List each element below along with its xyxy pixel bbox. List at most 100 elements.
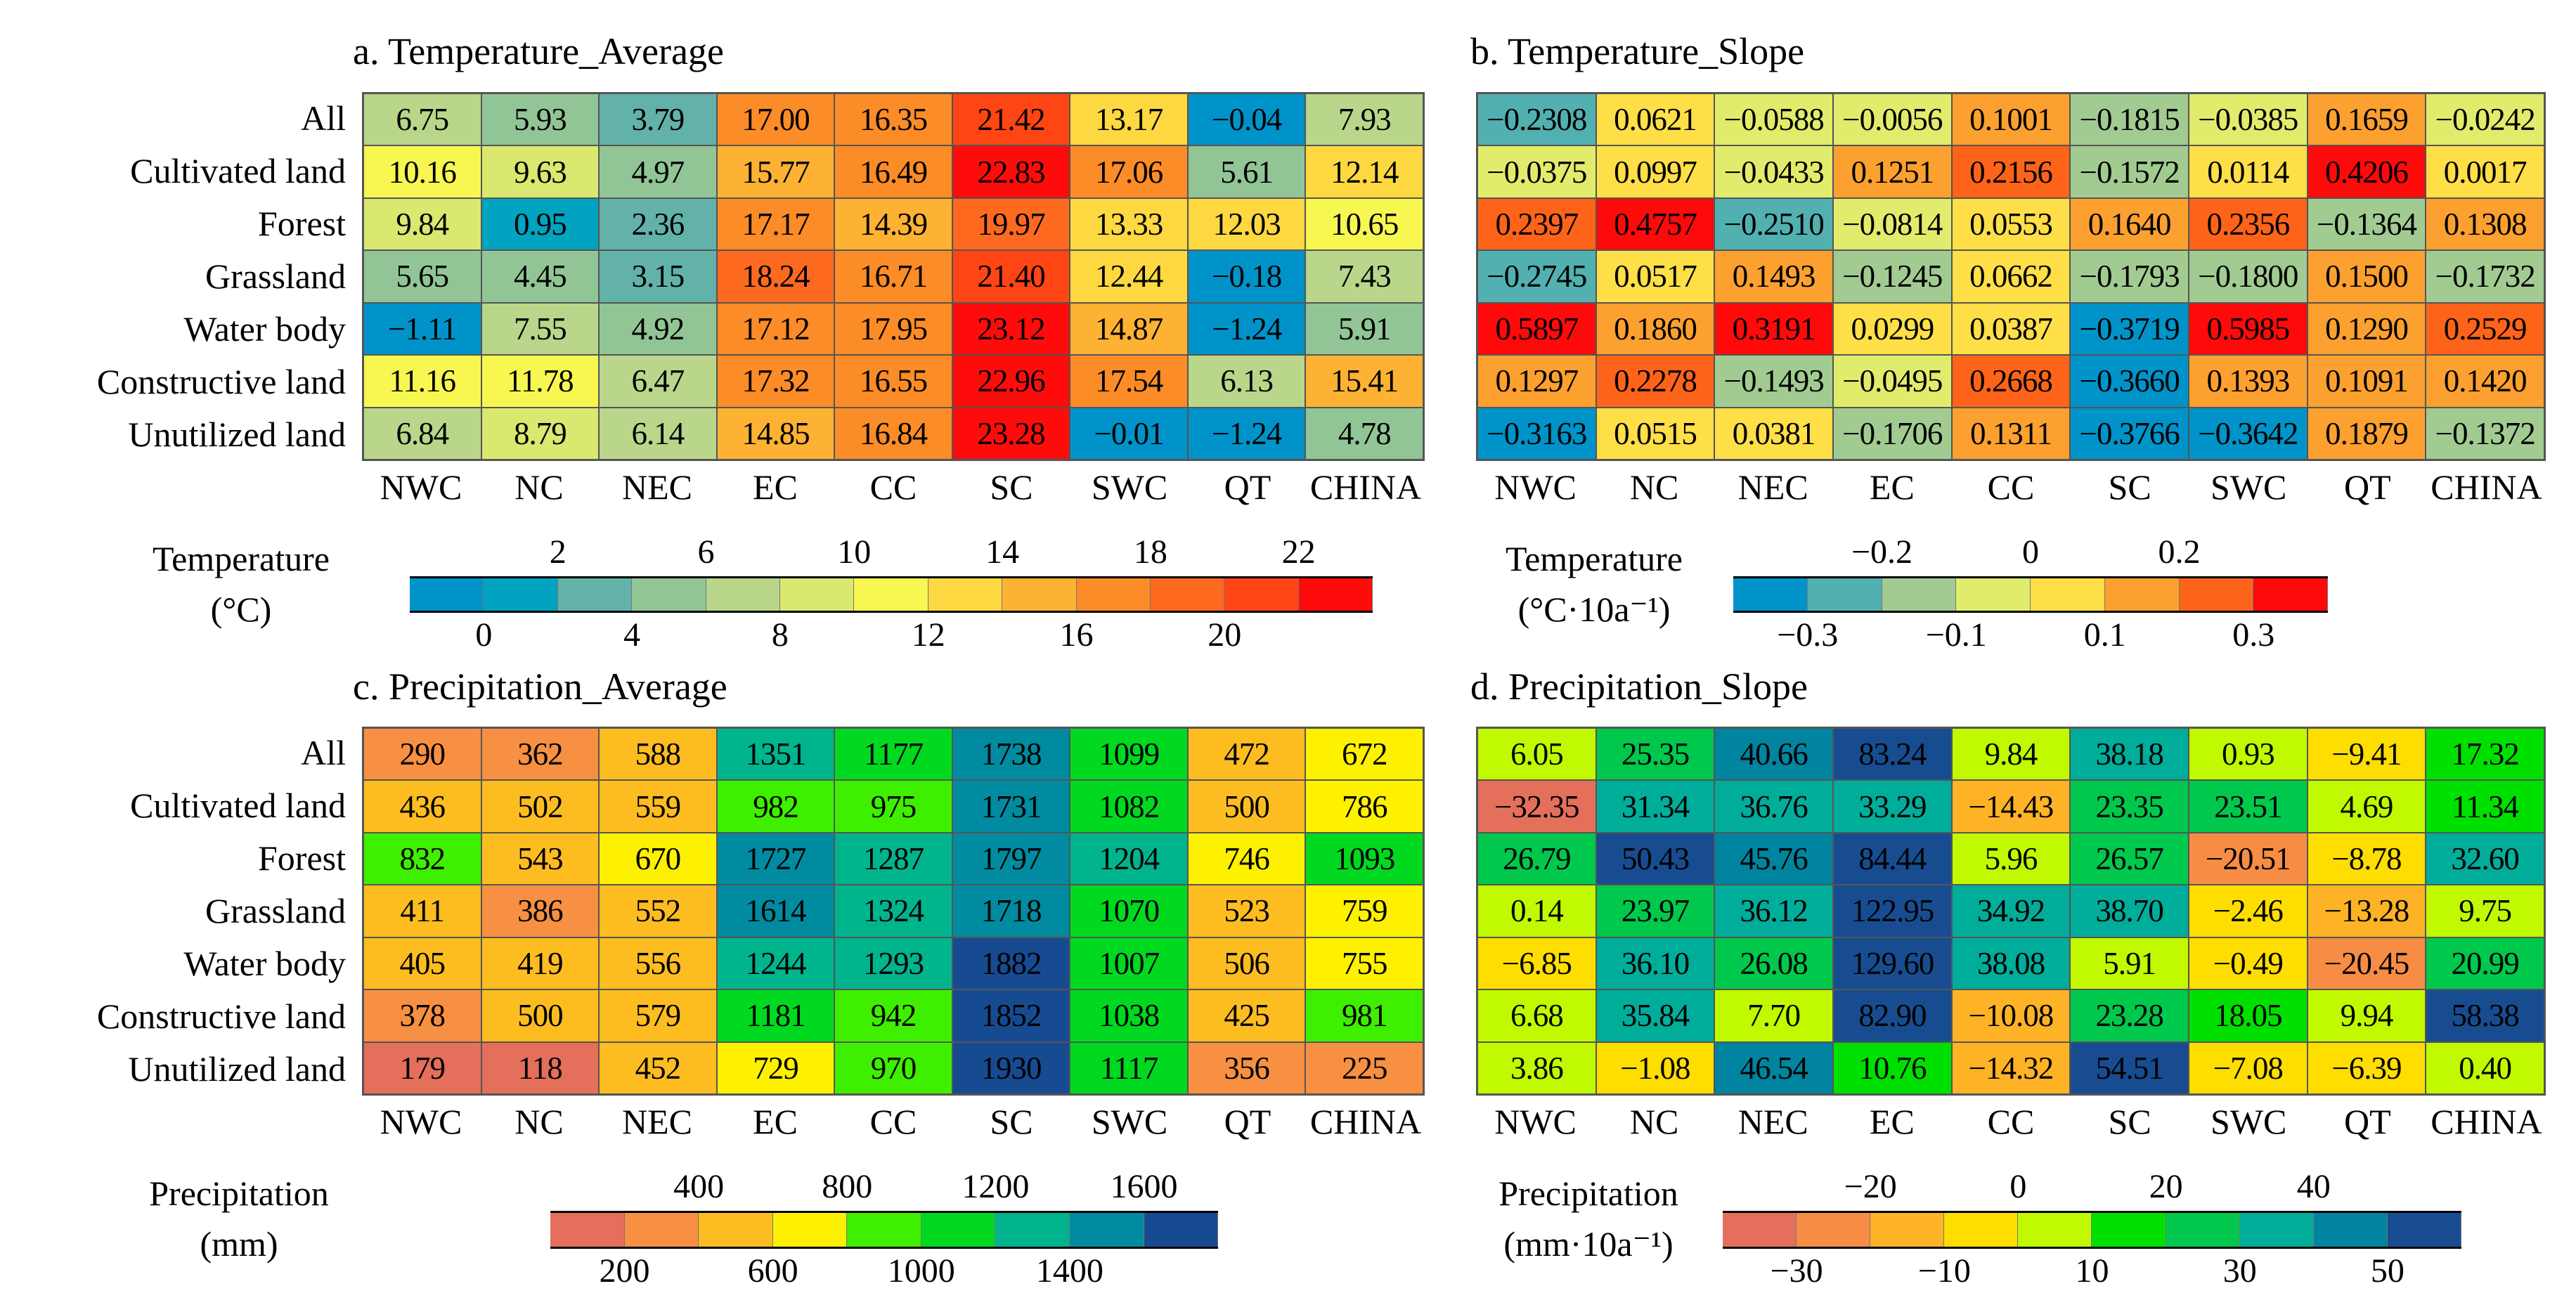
- heatmap-cell: 746: [1187, 832, 1306, 885]
- heatmap-cell: 1181: [716, 989, 835, 1042]
- heatmap-cell: 0.1290: [2307, 302, 2426, 356]
- heatmap-cell: 5.61: [1187, 145, 1306, 198]
- row-label: Constructive land: [96, 361, 346, 401]
- colorbar-bin: [1882, 578, 1957, 611]
- heatmap-cell: 0.1311: [1951, 407, 2071, 460]
- colorbar: [550, 1211, 1219, 1249]
- row-label: Forest: [258, 203, 346, 243]
- heatmap-cell: 1852: [952, 989, 1070, 1042]
- heatmap-cell: −6.85: [1477, 937, 1596, 990]
- heatmap-cell: 425: [1187, 989, 1306, 1042]
- heatmap-cell: 5.93: [481, 93, 600, 146]
- column-label: EC: [1869, 1102, 1915, 1141]
- colorbar-tick-label: −30: [1770, 1252, 1823, 1290]
- heatmap-cell: 10.76: [1833, 1041, 1952, 1094]
- heatmap-cell: 13.33: [1070, 197, 1188, 251]
- colorbar-tick-label: 20: [2149, 1168, 2183, 1205]
- colorbar: [410, 576, 1373, 613]
- colorbar-bin: [2092, 1213, 2166, 1247]
- heatmap-cell: 179: [363, 1041, 481, 1094]
- colorbar-bin: [779, 578, 855, 611]
- heatmap-cell: 38.08: [1951, 937, 2071, 990]
- colorbar-tick-label: 1000: [887, 1252, 955, 1290]
- colorbar-bin: [2239, 1213, 2314, 1247]
- legend-unit: (mm): [200, 1224, 278, 1264]
- heatmap-cell: 0.0662: [1951, 250, 2071, 303]
- colorbar-bin: [2166, 1213, 2240, 1247]
- heatmap-cell: 1082: [1070, 780, 1188, 833]
- colorbar-bin: [1807, 578, 1882, 611]
- heatmap-cell: 9.84: [363, 197, 481, 251]
- heatmap-cell: 17.32: [716, 355, 835, 408]
- heatmap-cell: 0.2529: [2426, 302, 2544, 356]
- column-label: EC: [753, 1102, 798, 1141]
- colorbar-bin: [1069, 1213, 1144, 1247]
- heatmap-cell: 1738: [952, 728, 1070, 781]
- column-label: NWC: [380, 1102, 462, 1141]
- heatmap-cell: 0.40: [2426, 1041, 2544, 1094]
- heatmap-cell: 523: [1187, 885, 1306, 937]
- colorbar-bin: [2031, 578, 2105, 611]
- colorbar-tick-label: 0.2: [2158, 533, 2201, 571]
- column-label: CC: [869, 467, 917, 507]
- colorbar-tick-label: −0.1: [1925, 616, 1987, 654]
- column-label: SC: [2108, 467, 2151, 507]
- heatmap-cell: 22.96: [952, 355, 1070, 408]
- legend-unit: (°C): [210, 590, 272, 629]
- heatmap-cell: 4.45: [481, 250, 600, 303]
- heatmap-cell: 1727: [716, 832, 835, 885]
- heatmap-cell: 19.97: [952, 197, 1070, 251]
- column-label: CHINA: [1309, 1102, 1422, 1141]
- heatmap-cell: −0.1706: [1833, 407, 1952, 460]
- heatmap-cell: 588: [599, 728, 717, 781]
- column-label: SC: [990, 1102, 1033, 1141]
- heatmap-cell: −0.0375: [1477, 145, 1596, 198]
- heatmap-cell: 0.1500: [2307, 250, 2426, 303]
- panel-title: b. Temperature_Slope: [1470, 30, 1805, 72]
- heatmap-cell: 6.68: [1477, 989, 1596, 1042]
- heatmap-cell: 472: [1187, 728, 1306, 781]
- heatmap-cell: 0.2356: [2189, 197, 2308, 251]
- heatmap-cell: 9.75: [2426, 885, 2544, 937]
- column-label: SWC: [2211, 467, 2287, 507]
- heatmap-cell: 17.06: [1070, 145, 1188, 198]
- colorbar-tick-label: 0.3: [2232, 616, 2275, 654]
- colorbar-bin: [1733, 578, 1808, 611]
- heatmap-cell: 729: [716, 1041, 835, 1094]
- heatmap-cell: 16.55: [834, 355, 952, 408]
- heatmap-cell: 17.17: [716, 197, 835, 251]
- heatmap-cell: 0.0997: [1596, 145, 1715, 198]
- heatmap-cell: 23.35: [2070, 780, 2189, 833]
- heatmap-cell: 4.92: [599, 302, 717, 356]
- heatmap-cell: 0.0553: [1951, 197, 2071, 251]
- colorbar-bin: [1224, 578, 1299, 611]
- colorbar-tick-label: 2: [549, 533, 567, 571]
- legend-title: Precipitation: [1499, 1174, 1678, 1213]
- heatmap-cell: 3.15: [599, 250, 717, 303]
- colorbar-bin: [699, 1213, 773, 1247]
- heatmap-cell: −0.2308: [1477, 93, 1596, 146]
- heatmap-cell: 0.14: [1477, 885, 1596, 937]
- colorbar-bin: [1797, 1213, 1871, 1247]
- heatmap-cell: −0.0433: [1714, 145, 1833, 198]
- column-label: NWC: [1494, 467, 1577, 507]
- heatmap-cell: 20.99: [2426, 937, 2544, 990]
- heatmap-cell: 552: [599, 885, 717, 937]
- heatmap-cell: 1930: [952, 1041, 1070, 1094]
- heatmap-cell: 50.43: [1596, 832, 1715, 885]
- heatmap-cell: 45.76: [1714, 832, 1833, 885]
- heatmap-cell: 6.75: [363, 93, 481, 146]
- heatmap-cell: 6.05: [1477, 728, 1596, 781]
- legend-unit: (°C·10a⁻¹): [1517, 590, 1671, 629]
- row-label: Cultivated land: [130, 785, 346, 825]
- heatmap-cell: 0.0299: [1833, 302, 1952, 356]
- column-label: NEC: [1737, 467, 1808, 507]
- colorbar-bin: [854, 578, 928, 611]
- colorbar-bin: [1723, 1213, 1797, 1247]
- heatmap-cell: 129.60: [1833, 937, 1952, 990]
- colorbar-tick-label: −0.2: [1851, 533, 1913, 571]
- heatmap-cell: −1.24: [1187, 302, 1306, 356]
- heatmap-cell: 6.13: [1187, 355, 1306, 408]
- heatmap-cell: 18.05: [2189, 989, 2308, 1042]
